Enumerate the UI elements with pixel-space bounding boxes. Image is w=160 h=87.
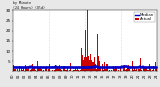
Text: Milwaukee Weather Wind Speed
Actual and Median
by Minute
(24 Hours) (Old): Milwaukee Weather Wind Speed Actual and … (13, 0, 69, 10)
Legend: Median, Actual: Median, Actual (134, 12, 155, 22)
